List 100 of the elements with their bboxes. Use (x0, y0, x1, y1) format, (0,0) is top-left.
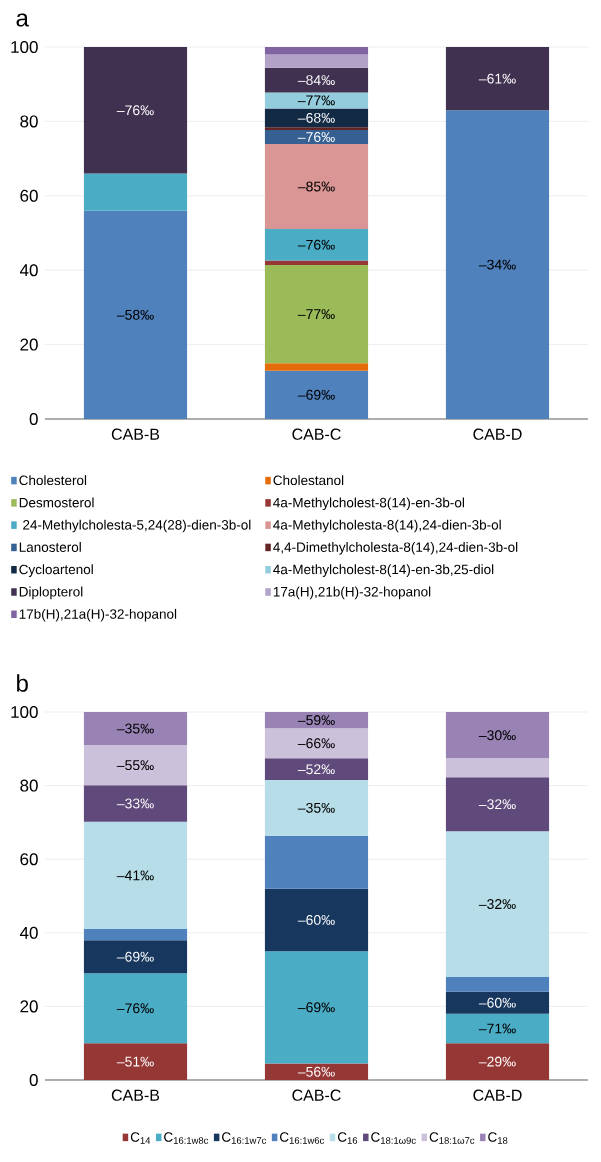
x-tick-label: CAB-D (473, 1089, 522, 1101)
annotation: –76‰ (116, 105, 154, 116)
bar (264, 264, 369, 364)
annotation: –32‰ (478, 899, 516, 910)
annotation: –29‰ (478, 1056, 516, 1067)
annotation: –60‰ (478, 997, 516, 1008)
annotation: –71‰ (478, 1023, 516, 1034)
x-tick-label: CAB-C (292, 428, 341, 440)
bar (445, 991, 550, 1014)
bar (445, 711, 550, 759)
legend-label: 4,4-Dimethylcholesta-8(14),24-dien-3b-ol (273, 542, 518, 555)
annotation: –33‰ (116, 798, 154, 809)
bar (83, 929, 188, 941)
legend-label: Desmosterol (19, 497, 94, 508)
annotation: –76‰ (116, 1003, 154, 1014)
chart-title: a (16, 13, 29, 27)
annotation: –69‰ (116, 951, 154, 962)
y-tick-label: 100 (11, 705, 38, 719)
bar (445, 777, 550, 832)
annotation: –84‰ (297, 75, 335, 86)
annotation: –69‰ (297, 1002, 335, 1013)
x-tick-label: CAB-C (292, 1089, 341, 1101)
y-tick-label: 0 (29, 412, 38, 426)
bar (264, 127, 369, 130)
y-tick-label: 20 (20, 338, 38, 351)
y-tick-label: 80 (20, 779, 38, 792)
legend-label: Cycloartenol (19, 564, 93, 577)
annotation: –60‰ (297, 914, 335, 925)
annotation: –52‰ (297, 764, 335, 775)
legend-label: C$_{14}$ (130, 1132, 151, 1144)
x-tick-label: CAB-D (473, 428, 522, 440)
bar (83, 745, 188, 786)
annotation: –61‰ (478, 73, 516, 84)
bar (264, 780, 369, 836)
legend-label: Cholestanol (273, 475, 344, 486)
bar (445, 976, 550, 992)
annotation: –58‰ (116, 309, 154, 320)
bar (264, 228, 369, 261)
annotation: –30‰ (478, 730, 516, 741)
bar (264, 758, 369, 781)
bar (264, 1063, 369, 1080)
bar (264, 47, 369, 55)
bar (83, 173, 188, 211)
x-tick-label: CAB-B (111, 428, 160, 440)
bar (445, 47, 550, 111)
legend-label: 24-Methylcholesta-5,24(28)-dien-3b-ol (23, 519, 251, 533)
annotation: –68‰ (297, 112, 335, 123)
bar (83, 973, 188, 1044)
legend-label: Cholesterol (19, 475, 87, 486)
chart-title: b (17, 674, 28, 692)
annotation: –41‰ (116, 870, 154, 881)
annotation: –66‰ (297, 738, 335, 749)
y-tick-label: 80 (20, 115, 38, 128)
legend-label: C$_{16}$ (337, 1132, 358, 1144)
y-tick-label: 60 (20, 189, 38, 202)
legend-label: C$_{16:1w7c}$ (222, 1132, 267, 1144)
legend-label: 4a-Methylcholest-8(14)-en-3b-ol (273, 497, 464, 511)
bar (264, 370, 369, 419)
legend-label: Lanosterol (19, 542, 81, 552)
annotation: –34‰ (478, 259, 516, 270)
bar (264, 129, 369, 145)
annotation: –32‰ (478, 799, 516, 810)
y-tick-label: 100 (11, 40, 38, 54)
bar (264, 728, 369, 759)
bar (264, 92, 369, 109)
y-tick-label: 60 (20, 853, 38, 866)
annotation: –76‰ (297, 132, 335, 142)
legend-label: C$_{16:1w8c}$ (164, 1132, 209, 1144)
annotation: –35‰ (116, 723, 154, 734)
annotation: –35‰ (297, 802, 335, 813)
annotation: –55‰ (116, 760, 154, 771)
x-tick-label: CAB-B (111, 1089, 160, 1101)
bar (83, 711, 188, 746)
annotation: –76‰ (297, 239, 335, 250)
legend-label: C$_{18}$ (488, 1132, 508, 1144)
annotation: –51‰ (116, 1056, 154, 1067)
bar (264, 363, 369, 371)
y-tick-label: 20 (20, 1000, 38, 1013)
y-tick-label: 40 (19, 926, 38, 939)
legend-label: 17b(H),21a(H)-32-hopanol (19, 608, 177, 622)
annotation: –77‰ (297, 95, 335, 106)
bar (445, 831, 550, 977)
legend-label: C$_{18:1ω7c}$ (429, 1132, 475, 1144)
annotation: –77‰ (297, 309, 335, 319)
bar (264, 144, 369, 229)
bar (445, 1043, 550, 1080)
annotation: –85‰ (297, 181, 335, 192)
annotation: –69‰ (297, 389, 335, 400)
bar (83, 47, 188, 174)
legend-label: 17a(H),21b(H)-32-hopanol (273, 586, 431, 600)
legend-label: Diplopterol (19, 586, 83, 600)
bar (264, 54, 369, 68)
legend-label: 4a-Methylcholesta-8(14),24-dien-3b-ol (273, 519, 501, 533)
y-tick-label: 0 (29, 1073, 38, 1087)
bar (445, 1013, 550, 1044)
bar (445, 758, 550, 778)
bar (264, 951, 369, 1064)
annotation: –59‰ (297, 715, 335, 726)
bar (264, 67, 369, 93)
bar (83, 1043, 188, 1080)
